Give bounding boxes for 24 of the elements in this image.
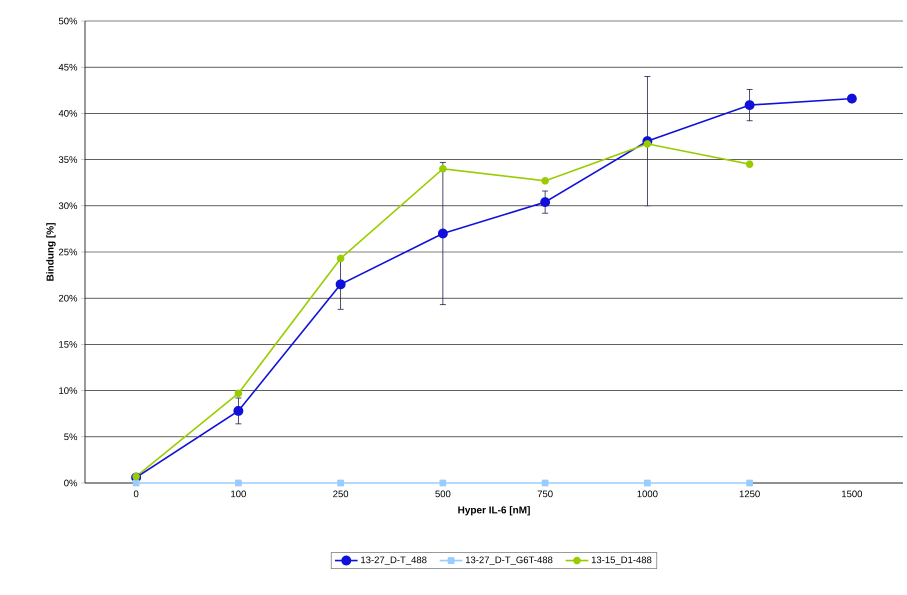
y-tick-label: 15%	[59, 341, 78, 348]
x-tick-label: 750	[538, 490, 553, 498]
x-tick-label: 250	[333, 490, 348, 498]
x-tick-label: 1000	[638, 490, 658, 498]
y-tick-label: 30%	[58, 202, 78, 210]
y-tick-label: 20%	[58, 294, 78, 302]
x-tick-label: 1500	[842, 490, 862, 498]
y-tick-label: 0%	[64, 480, 78, 486]
y-tick-label: 45%	[58, 64, 78, 71]
x-axis-title: Hyper IL-6 [nM]	[458, 506, 530, 516]
y-tick-label: 35%	[58, 156, 78, 163]
x-tick-label: 100	[231, 490, 246, 498]
y-axis-title: Bindung [%]	[46, 223, 56, 281]
legend-label: 13-27_D-T_488	[361, 556, 427, 566]
y-tick-label: 5%	[64, 433, 78, 440]
y-tick-label: 40%	[58, 110, 78, 117]
legend-label: 13-15_D1-488	[592, 556, 652, 566]
legend-label: 13-27_D-T_G6T-488	[466, 556, 552, 566]
y-tick-label: 25%	[58, 248, 78, 256]
y-tick-label: 50%	[58, 18, 78, 24]
x-tick-label: 500	[435, 490, 450, 498]
y-tick-label: 10%	[59, 387, 78, 394]
x-tick-label: 1250	[740, 490, 760, 498]
x-tick-label: 0	[134, 490, 138, 498]
